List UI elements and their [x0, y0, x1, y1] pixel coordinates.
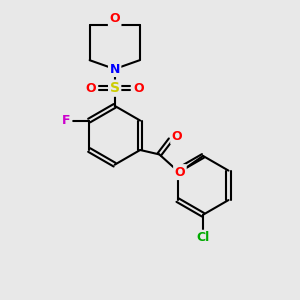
Text: F: F: [62, 114, 71, 127]
Text: Cl: Cl: [196, 231, 210, 244]
Text: S: S: [110, 81, 120, 95]
Text: O: O: [86, 82, 96, 95]
Text: O: O: [110, 13, 120, 26]
Text: O: O: [172, 130, 182, 143]
Text: O: O: [133, 82, 143, 95]
Text: N: N: [110, 62, 120, 76]
Text: O: O: [175, 166, 185, 178]
